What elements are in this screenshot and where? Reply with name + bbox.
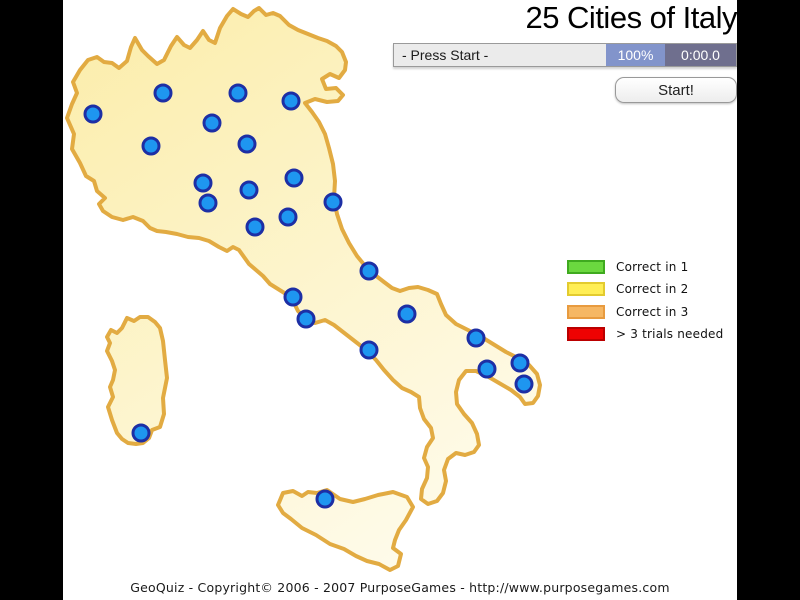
city-marker[interactable] <box>284 168 304 188</box>
legend-swatch-correct-1 <box>567 259 605 274</box>
city-marker[interactable] <box>193 173 213 193</box>
city-marker[interactable] <box>315 489 335 509</box>
legend-label: > 3 trials needed <box>616 327 724 341</box>
legend-row: Correct in 1 <box>567 258 723 275</box>
city-marker[interactable] <box>237 134 257 154</box>
sardinia-path <box>105 315 169 446</box>
legend-swatch-correct-3 <box>567 304 605 319</box>
city-marker[interactable] <box>198 193 218 213</box>
city-marker[interactable] <box>83 104 103 124</box>
footer-credits: GeoQuiz - Copyright© 2006 - 2007 Purpose… <box>130 580 670 595</box>
city-marker[interactable] <box>131 423 151 443</box>
city-marker[interactable] <box>278 207 298 227</box>
legend-label: Correct in 2 <box>616 282 689 296</box>
status-bar: - Press Start - 100% 0:00.0 <box>393 43 737 67</box>
timer-display: 0:00.0 <box>665 44 736 66</box>
city-marker[interactable] <box>228 83 248 103</box>
legend-swatch-more-trials <box>567 327 605 341</box>
city-marker[interactable] <box>514 374 534 394</box>
city-marker[interactable] <box>141 136 161 156</box>
legend-row: Correct in 3 <box>567 303 723 320</box>
city-marker[interactable] <box>397 304 417 324</box>
city-marker[interactable] <box>510 353 530 373</box>
legend-label: Correct in 1 <box>616 259 689 274</box>
page-title: 25 Cities of Italy <box>525 0 737 35</box>
progress-percent: 100% <box>606 44 665 66</box>
start-button[interactable]: Start! <box>615 77 737 103</box>
italy-mainland-path <box>65 6 542 506</box>
sicily-path <box>276 488 415 572</box>
legend: Correct in 1 Correct in 2 Correct in 3 >… <box>567 258 723 348</box>
city-marker[interactable] <box>477 359 497 379</box>
city-marker[interactable] <box>153 83 173 103</box>
legend-row: Correct in 2 <box>567 281 723 298</box>
city-marker[interactable] <box>283 287 303 307</box>
status-message: - Press Start - <box>394 44 606 66</box>
city-marker[interactable] <box>359 261 379 281</box>
legend-label: Correct in 3 <box>616 304 689 319</box>
city-marker[interactable] <box>239 180 259 200</box>
city-marker[interactable] <box>202 113 222 133</box>
city-markers-group <box>83 83 534 509</box>
city-marker[interactable] <box>359 340 379 360</box>
legend-row: > 3 trials needed <box>567 326 723 343</box>
city-marker[interactable] <box>245 217 265 237</box>
legend-swatch-correct-2 <box>567 282 605 296</box>
city-marker[interactable] <box>466 328 486 348</box>
city-marker[interactable] <box>296 309 316 329</box>
city-marker[interactable] <box>281 91 301 111</box>
city-marker[interactable] <box>323 192 343 212</box>
